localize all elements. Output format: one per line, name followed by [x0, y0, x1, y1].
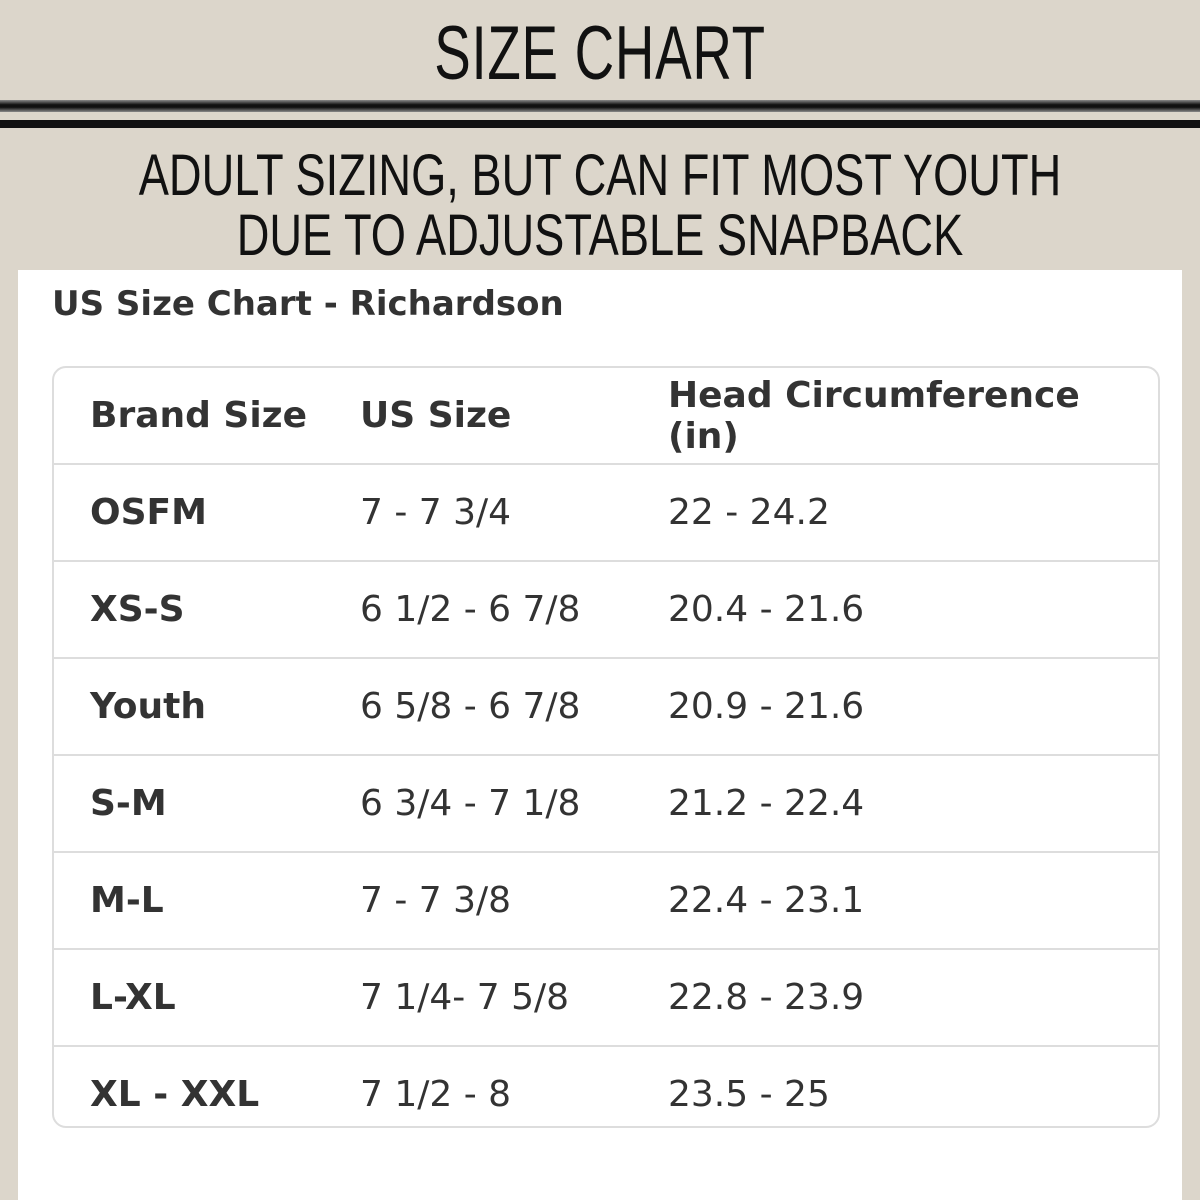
table-cell: 22.8 - 23.9 [668, 977, 865, 1018]
table-cell: 21.2 - 22.4 [668, 783, 865, 824]
table-row: M-L 7 - 7 3/8 22.4 - 23.1 [54, 853, 1158, 950]
rule [0, 100, 1200, 112]
table-cell: Youth [90, 686, 206, 727]
table-cell: OSFM [90, 492, 207, 533]
subtitle-line: ADULT SIZING, BUT CAN FIT MOST YOUTH [138, 143, 1062, 208]
table-cell: 20.4 - 21.6 [668, 589, 865, 630]
header-row: Brand Size US Size Head Circumference (in) [54, 368, 1158, 465]
title: SIZE CHART [434, 11, 766, 96]
table-row: S-M 6 3/4 - 7 1/8 21.2 - 22.4 [54, 756, 1158, 853]
size-table: Brand Size US Size Head Circumference (in)… [52, 366, 1160, 1128]
table-cell: 7 - 7 3/4 [360, 492, 512, 533]
table-cell: 6 1/2 - 6 7/8 [360, 589, 581, 630]
table-row: L-XL 7 1/4- 7 5/8 22.8 - 23.9 [54, 950, 1158, 1047]
column-header: US Size [360, 395, 512, 436]
table-row: XS-S 6 1/2 - 6 7/8 20.4 - 21.6 [54, 562, 1158, 659]
table-row: XL - XXL 7 1/2 - 8 23.5 - 25 [54, 1047, 1158, 1126]
table-cell: XS-S [90, 589, 185, 630]
table-cell: 20.9 - 21.6 [668, 686, 865, 727]
subtitle-line: DUE TO ADJUSTABLE SNAPBACK [236, 203, 964, 268]
table-cell: 7 1/4- 7 5/8 [360, 977, 570, 1018]
table-cell: 23.5 - 25 [668, 1074, 830, 1115]
table-cell: 7 1/2 - 8 [360, 1074, 512, 1115]
table-cell: S-M [90, 783, 167, 824]
column-header: Brand Size [90, 395, 308, 436]
caption: US Size Chart - Richardson [52, 284, 564, 324]
table-cell: 7 - 7 3/8 [360, 880, 512, 921]
table-cell: XL - XXL [90, 1074, 260, 1115]
rule [0, 120, 1200, 128]
table-cell: L-XL [90, 977, 176, 1018]
table-row: Youth 6 5/8 - 6 7/8 20.9 - 21.6 [54, 659, 1158, 756]
table-cell: 6 5/8 - 6 7/8 [360, 686, 581, 727]
table-cell: 22 - 24.2 [668, 492, 830, 533]
table-cell: 6 3/4 - 7 1/8 [360, 783, 581, 824]
subtitle: ADULT SIZING, BUT CAN FIT MOST YOUTH DUE… [132, 146, 1068, 266]
table-cell: 22.4 - 23.1 [668, 880, 865, 921]
column-header: Head Circumference (in) [668, 374, 1080, 457]
table-row: OSFM 7 - 7 3/4 22 - 24.2 [54, 465, 1158, 562]
table-cell: M-L [90, 880, 164, 921]
